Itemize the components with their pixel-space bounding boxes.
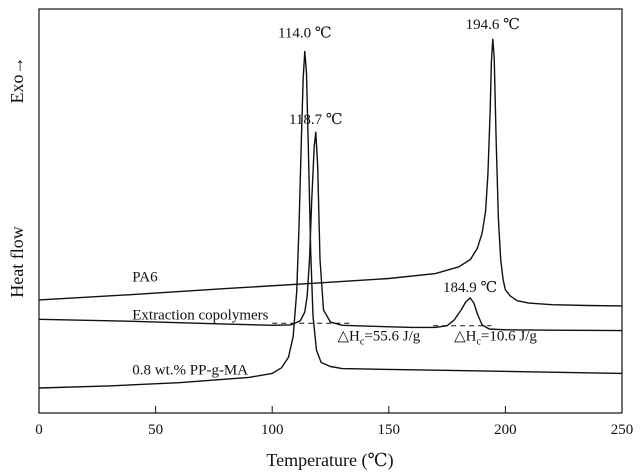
- annotation-3: 184.9 ℃: [443, 280, 497, 296]
- annotation-2: 118.7 ℃: [289, 112, 343, 128]
- annotation-1: 194.6 ℃: [466, 17, 520, 33]
- annotation-subscript: c: [360, 336, 365, 347]
- baseline-layer: [272, 322, 492, 327]
- annotation-7: △Hc=55.6 J/g: [337, 328, 420, 347]
- y-axis-exo-label: Exo→: [7, 57, 27, 104]
- annotation-layer: 114.0 ℃ 194.6 ℃ 118.7 ℃ 184.9 ℃ PA6 Extractio…: [132, 17, 537, 378]
- x-tick-label: 100: [261, 422, 284, 438]
- annotation-subscript: c: [476, 336, 481, 347]
- y-axis-title: Heat flow: [7, 226, 27, 297]
- x-tick-label: 200: [494, 422, 517, 438]
- plot-frame: [38, 8, 623, 414]
- x-tick-label: 150: [378, 422, 401, 438]
- annotation-4: PA6: [132, 270, 158, 286]
- annotation-8: △Hc=10.6 J/g: [454, 328, 537, 347]
- x-tick-label: 250: [611, 422, 634, 438]
- annotation-5: Extraction copolymers: [132, 307, 268, 323]
- x-tick-label: 0: [35, 422, 43, 438]
- annotation-prefix: △H: [454, 328, 477, 344]
- series-line-0: [38, 38, 623, 307]
- annotation-0: 114.0 ℃: [278, 25, 332, 41]
- annotation-suffix: =10.6 J/g: [481, 328, 537, 344]
- annotation-6: 0.8 wt.% PP-g-MA: [132, 363, 248, 379]
- annotation-prefix: △H: [337, 328, 360, 344]
- series-line-1: [38, 131, 623, 332]
- x-tick-label: 50: [148, 422, 163, 438]
- x-axis-ticks: 0 50 100 150 200 250: [35, 406, 633, 438]
- series-line-2: [38, 50, 623, 389]
- x-axis-title: Temperature (℃): [266, 450, 393, 471]
- annotation-suffix: =55.6 J/g: [364, 328, 420, 344]
